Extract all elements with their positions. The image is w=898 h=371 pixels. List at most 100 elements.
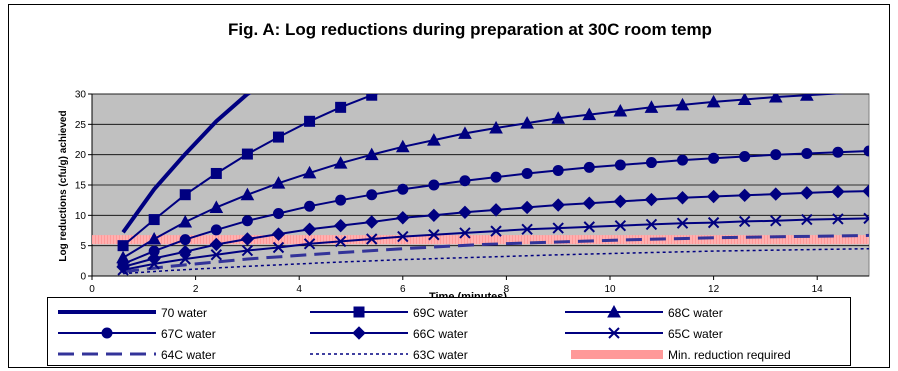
data-point-triangle [489, 120, 503, 134]
legend-label: 68C water [668, 306, 723, 320]
data-point-circle [583, 161, 595, 173]
data-point-diamond [178, 245, 192, 259]
data-point-circle [272, 208, 284, 220]
data-point-x [241, 244, 254, 257]
data-point-triangle [364, 147, 379, 161]
data-point-diamond [302, 222, 317, 236]
data-point-triangle [458, 126, 472, 139]
data-point-triangle [644, 100, 659, 113]
data-point-square [210, 167, 222, 179]
y-tick-label: 30 [75, 90, 87, 101]
data-point-triangle [178, 214, 193, 228]
legend-label: 67C water [161, 327, 216, 341]
data-point-diamond [675, 191, 690, 205]
series-line [122, 94, 845, 259]
data-point-x [179, 253, 191, 265]
data-point-x [490, 225, 502, 237]
x-tick-label: 10 [604, 284, 616, 295]
data-point-circle [552, 164, 564, 176]
data-point-x [801, 213, 813, 226]
data-point-x [334, 235, 347, 248]
x-tick-label: 2 [193, 284, 199, 295]
legend-label: 69C water [413, 306, 468, 320]
data-point-x [770, 215, 782, 227]
data-point-x [366, 233, 378, 245]
series-65c-water [117, 212, 869, 276]
data-point-square [241, 148, 253, 160]
data-point-triangle [240, 187, 255, 201]
data-point-x [707, 216, 720, 229]
data-point-x [397, 230, 409, 243]
data-point-triangle [333, 156, 348, 169]
data-point-circle [863, 145, 869, 157]
data-point-x [303, 238, 316, 250]
y-tick-label: 10 [75, 211, 87, 222]
data-point-circle [490, 171, 502, 183]
data-point-diamond [644, 192, 659, 207]
x-tick-label: 12 [708, 284, 720, 295]
y-tick-label: 25 [75, 120, 87, 131]
x-tick-label: 0 [89, 284, 95, 295]
data-point-triangle [675, 97, 690, 111]
data-point-circle [397, 183, 409, 195]
data-point-circle [335, 194, 347, 206]
data-point-diamond [737, 188, 752, 203]
data-point-diamond [862, 184, 869, 198]
data-point-square [335, 101, 347, 113]
legend-swatch [310, 326, 408, 340]
series-70-water [121, 94, 252, 234]
series-67c-water [117, 145, 869, 270]
data-point-triangle [799, 94, 814, 101]
data-point-diamond [551, 198, 565, 212]
data-point-x [863, 212, 869, 225]
data-point-triangle [706, 94, 721, 108]
series-line [122, 233, 869, 274]
data-point-diamond [209, 237, 224, 252]
data-point-diamond [831, 184, 845, 199]
legend-swatch-band [571, 350, 663, 359]
data-point-diamond [582, 196, 596, 210]
data-point-triangle [209, 200, 224, 213]
legend-swatch [571, 350, 663, 359]
series-63c-water [123, 247, 869, 275]
series-64c-water [122, 233, 869, 274]
data-point-circle [210, 224, 222, 236]
data-point-circle [801, 147, 813, 159]
data-point-x [738, 215, 751, 228]
legend-swatch [310, 353, 408, 355]
legend: 70 water 69C water 68C water 67C water 66C w… [47, 297, 851, 366]
series-line [122, 94, 380, 247]
y-axis-label: Log reductions (cfu/g) achieved [58, 110, 69, 261]
legend-swatch [565, 327, 663, 339]
legend-swatch [58, 327, 156, 339]
legend-label: Min. reduction required [668, 348, 791, 362]
data-point-diamond [769, 187, 783, 201]
x-tick-label: 8 [504, 284, 510, 295]
legend-label: 65C water [668, 327, 723, 341]
data-point-triangle [427, 133, 441, 146]
data-point-diamond [365, 215, 379, 229]
data-point-diamond [147, 251, 161, 266]
y-tick-label: 20 [75, 150, 87, 161]
data-point-diamond [240, 232, 255, 246]
data-point-triangle [520, 116, 534, 129]
data-point-x [210, 249, 223, 261]
data-point-triangle [395, 139, 410, 153]
data-point-x [676, 217, 689, 229]
data-point-x [608, 327, 620, 339]
legend-swatch [310, 306, 408, 318]
data-point-circle [459, 175, 471, 187]
data-point-circle [708, 152, 720, 164]
series-69c-water [117, 94, 380, 252]
data-point-circle [366, 189, 378, 201]
x-tick-label: 6 [400, 284, 406, 295]
data-point-diamond [427, 208, 441, 223]
data-point-circle [179, 234, 191, 246]
data-point-x [614, 219, 627, 232]
y-tick-label: 0 [80, 272, 86, 283]
series-line [121, 94, 252, 234]
data-point-x [428, 229, 440, 241]
data-point-x [645, 218, 658, 231]
data-point-triangle [551, 111, 566, 124]
data-point-triangle [737, 94, 752, 105]
